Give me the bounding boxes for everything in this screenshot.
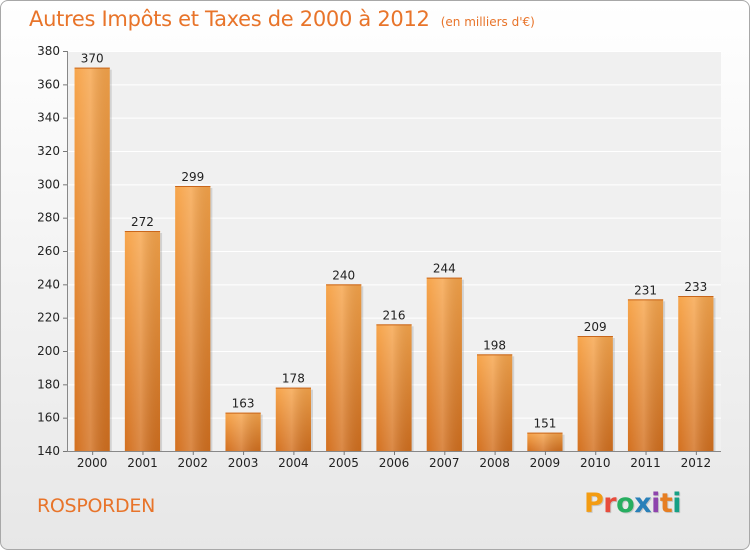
bar-highlight [376, 324, 412, 451]
data-label: 178 [282, 372, 305, 386]
brand-logo-letter: P [584, 488, 604, 519]
y-tick-label: 360 [37, 77, 60, 91]
x-tick-label: 2010 [580, 456, 611, 470]
data-label: 209 [584, 320, 607, 334]
bar-highlight [225, 412, 261, 451]
data-label: 299 [181, 170, 204, 184]
y-tick-label: 300 [37, 177, 60, 191]
brand-logo-letter: x [634, 488, 652, 519]
chart-title: Autres Impôts et Taxes de 2000 à 2012 [29, 7, 430, 31]
bar-highlight [527, 432, 563, 451]
data-label: 240 [332, 268, 355, 282]
data-label: 244 [433, 262, 456, 276]
y-tick-label: 280 [37, 211, 60, 225]
x-tick-label: 2012 [681, 456, 712, 470]
y-tick-label: 220 [37, 311, 60, 325]
y-tick-label: 180 [37, 377, 60, 391]
y-tick-label: 240 [37, 277, 60, 291]
y-tick-label: 140 [37, 444, 60, 458]
bar-highlight [477, 354, 513, 451]
x-tick-label: 2008 [479, 456, 510, 470]
y-tick-label: 200 [37, 344, 60, 358]
brand-logo-letter: o [616, 488, 635, 519]
axis-layer: 140 160 180 200 220 240 260 280 300 320 340 360 380 2… [37, 44, 721, 470]
data-label: 231 [634, 283, 657, 297]
x-tick-label: 2006 [379, 456, 410, 470]
y-tick-label: 320 [37, 144, 60, 158]
y-tick-label: 160 [37, 411, 60, 425]
bar-highlight [275, 387, 311, 451]
bar-highlight [577, 336, 613, 451]
x-tick-label: 2005 [328, 456, 359, 470]
chart-title-block: Autres Impôts et Taxes de 2000 à 2012 (e… [29, 7, 535, 31]
data-label: 272 [131, 215, 154, 229]
x-tick-label: 2000 [77, 456, 108, 470]
data-label: 370 [81, 52, 104, 66]
x-tick-label: 2011 [630, 456, 661, 470]
x-tick-label: 2009 [530, 456, 561, 470]
bar-highlight [74, 67, 110, 452]
chart-unit: (en milliers d'€) [440, 15, 535, 29]
brand-logo: Proxiti [584, 488, 682, 519]
x-tick-label: 2001 [127, 456, 158, 470]
x-tick-label: 2007 [429, 456, 460, 470]
bar-highlight [326, 284, 362, 451]
bar-highlight [678, 296, 714, 451]
brand-logo-letter: t [659, 488, 673, 519]
data-label: 216 [383, 308, 406, 322]
data-label: 163 [232, 397, 255, 411]
x-tick-label: 2004 [278, 456, 309, 470]
data-label: 233 [684, 280, 707, 294]
y-tick-label: 340 [37, 111, 60, 125]
city-name: ROSPORDEN [37, 495, 155, 517]
x-tick-label: 2003 [228, 456, 259, 470]
data-label: 151 [533, 417, 556, 431]
bar-highlight [124, 231, 161, 451]
brand-logo-letter: i [672, 488, 682, 519]
data-label: 198 [483, 338, 506, 352]
brand-logo-letter: r [603, 488, 617, 519]
bar-layer: 370 272 299 163 178 240 216 244 198 151 209 231 233 [74, 52, 716, 452]
x-tick-label: 2002 [177, 456, 208, 470]
y-tick-label: 380 [37, 44, 60, 58]
bar-highlight [426, 277, 462, 451]
bar-highlight [175, 186, 211, 451]
bar-highlight [627, 299, 664, 451]
brand-logo-letter: i [651, 488, 660, 519]
y-tick-label: 260 [37, 244, 60, 258]
